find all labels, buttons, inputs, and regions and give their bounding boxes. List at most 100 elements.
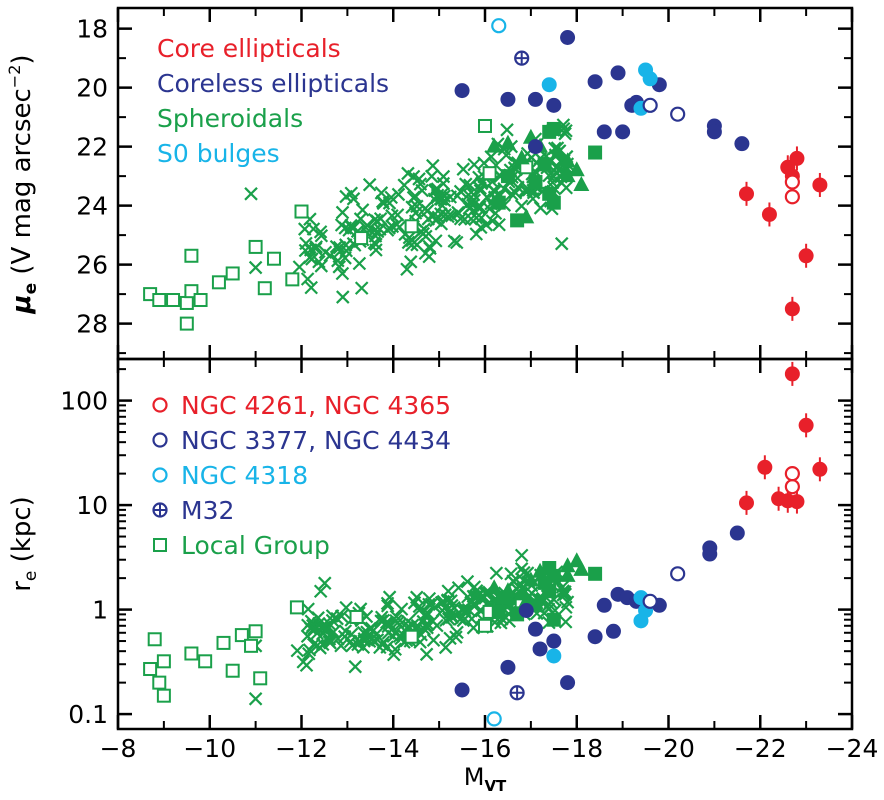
x-tick-label: −18: [550, 734, 603, 763]
spheroidal-x-point: [558, 587, 573, 602]
spheroidal-x-point: [427, 192, 442, 207]
coreless-filled-circle-point: [546, 633, 562, 649]
spheroidal-x-point: [456, 162, 471, 176]
spheroidal-x-point: [382, 590, 397, 604]
spheroidal-x-point: [489, 566, 504, 580]
spheroidal-x-point: [335, 205, 350, 220]
spheroidal-open-square-point: [225, 663, 240, 678]
spheroidal-open-square-point: [193, 293, 208, 308]
spheroidal-x-point: [354, 281, 369, 295]
spheroidal-x-point: [419, 647, 434, 662]
coreless-filled-circle-point: [454, 83, 470, 99]
spheroidal-x-point: [367, 212, 382, 227]
spheroidal-x-point: [329, 239, 344, 254]
s0-open-circle-point: [486, 711, 502, 727]
coreless-open-circle-point: [670, 106, 686, 122]
spheroidal-x-point: [314, 259, 329, 273]
spheroidal-open-square-point: [482, 166, 497, 181]
spheroidal-open-square-point: [404, 219, 419, 234]
spheroidal-x-point: [304, 280, 318, 295]
bottom-y-axis-label: re (kpc): [7, 496, 41, 592]
spheroidal-x-point: [500, 123, 514, 137]
spheroidal-x-point: [336, 290, 350, 304]
spheroidal-x-point: [389, 624, 403, 639]
s0-filled-circle-point: [541, 77, 557, 93]
core-filled-circle-point: [812, 177, 828, 193]
spheroidal-open-square-point: [184, 646, 199, 661]
spheroidal-x-point: [307, 621, 321, 636]
spheroidal-filled-square-point: [491, 195, 506, 210]
core-filled-circle-point: [789, 494, 805, 510]
top-legend-entry: Core ellipticals: [157, 34, 341, 63]
spheroidal-x-point: [558, 615, 573, 629]
core-open-circle-point: [784, 466, 800, 482]
spheroidal-x-point: [303, 243, 318, 257]
bottom-legend-symbol: [152, 432, 168, 448]
core-open-circle-point: [784, 479, 800, 495]
top-legend: Core ellipticals Coreless ellipticals Sphe…: [157, 34, 389, 168]
spheroidal-filled-triangle-point: [518, 592, 535, 608]
spheroidal-x-point: [374, 610, 389, 625]
bottom-data-points: [143, 361, 828, 727]
spheroidal-x-point: [554, 236, 569, 251]
coreless-open-circle-point: [642, 97, 658, 113]
x-tick-label: −8: [100, 734, 137, 763]
spheroidal-x-point: [400, 262, 414, 276]
coreless-filled-circle-point: [560, 29, 576, 45]
coreless-filled-circle-point: [596, 124, 612, 140]
spheroidal-open-square-point: [147, 632, 162, 647]
spheroidal-open-square-point: [404, 629, 419, 644]
spheroidal-open-square-point: [152, 675, 167, 690]
spheroidal-x-point: [464, 212, 478, 226]
core-open-circle-point: [784, 174, 800, 190]
coreless-filled-circle-point: [587, 629, 603, 645]
spheroidal-x-point: [492, 217, 506, 232]
spheroidal-x-point: [445, 610, 459, 625]
spheroidal-x-point: [375, 194, 390, 209]
spheroidal-x-point: [473, 181, 487, 195]
spheroidal-open-square-point: [225, 266, 240, 281]
top-data-points: [143, 18, 828, 331]
coreless-filled-circle-point: [706, 124, 722, 140]
spheroidal-x-point: [361, 630, 376, 644]
spheroidal-x-point: [332, 260, 347, 274]
coreless-filled-circle-point: [615, 124, 631, 140]
top-legend-entry: Coreless ellipticals: [157, 69, 389, 98]
spheroidal-filled-triangle-point: [518, 208, 535, 224]
spheroidal-filled-triangle-point: [559, 566, 576, 582]
spheroidal-filled-triangle-point: [499, 134, 516, 150]
spheroidal-open-square-point: [234, 628, 249, 643]
coreless-filled-circle-point: [500, 659, 516, 675]
spheroidal-x-point: [505, 187, 519, 201]
spheroidal-x-point: [549, 160, 563, 175]
spheroidal-filled-square-point: [500, 169, 515, 184]
spheroidal-x-point: [451, 580, 466, 595]
coreless-circle-plus-point: [509, 685, 525, 701]
spheroidal-x-point: [401, 166, 415, 181]
spheroidal-x-point: [290, 643, 305, 658]
spheroidal-filled-triangle-point: [559, 152, 576, 168]
spheroidal-filled-triangle-point: [550, 143, 567, 159]
x-tick-label: −20: [642, 734, 695, 763]
coreless-filled-circle-point: [702, 540, 718, 556]
spheroidal-open-square-point: [211, 275, 226, 290]
top-legend-entry: Spheroidals: [157, 104, 303, 133]
coreless-filled-circle-point: [546, 97, 562, 113]
spheroidal-x-point: [386, 647, 401, 662]
coreless-filled-circle-point: [527, 621, 543, 637]
spheroidal-x-point: [458, 177, 473, 191]
spheroidal-x-point: [320, 630, 335, 645]
spheroidal-open-square-point: [478, 118, 492, 133]
spheroidal-x-point: [559, 180, 574, 195]
y-tick-label: 100: [60, 387, 108, 416]
coreless-filled-circle-point: [734, 136, 750, 152]
bottom-legend-symbol: [152, 467, 168, 483]
spheroidal-x-point: [485, 214, 500, 228]
y-tick-label: 1: [92, 596, 108, 625]
spheroidal-filled-triangle-point: [522, 571, 539, 587]
spheroidal-filled-triangle-point: [513, 149, 530, 165]
x-tick-label: −12: [275, 734, 328, 763]
spheroidal-x-point: [468, 599, 482, 613]
spheroidal-x-point: [449, 630, 463, 644]
spheroidal-filled-triangle-point: [559, 167, 576, 183]
